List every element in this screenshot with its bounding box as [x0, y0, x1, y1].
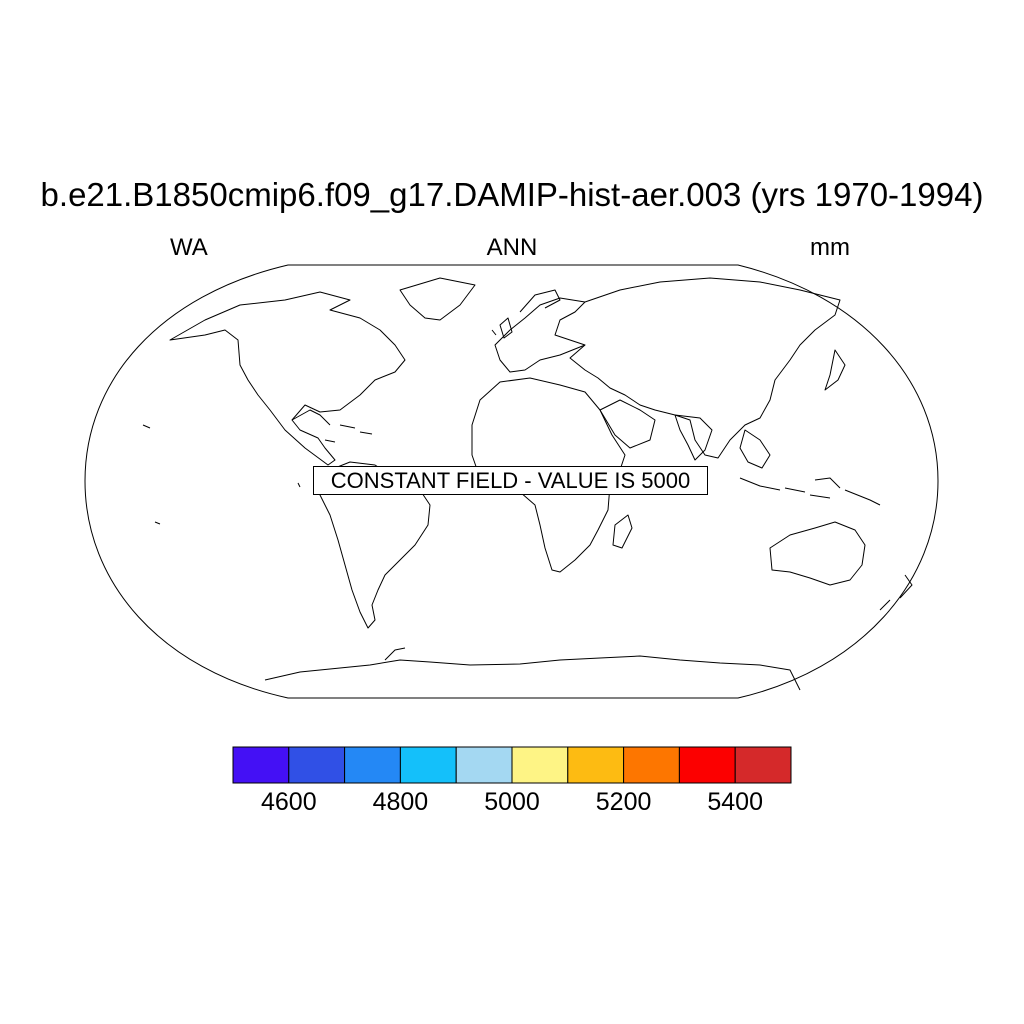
- colorbar-swatch: [734, 746, 792, 784]
- pacific-islands-coastline: [154, 482, 301, 525]
- southeast-asia-coastline: [739, 429, 771, 469]
- variable-label: WA: [170, 234, 208, 261]
- plot-title: b.e21.B1850cmip6.f09_g17.DAMIP-hist-aer.…: [40, 176, 984, 213]
- constant-field-notice: CONSTANT FIELD - VALUE IS 5000: [313, 466, 708, 495]
- colorbar-swatch: [288, 746, 346, 784]
- units-label: mm: [810, 234, 850, 261]
- scandinavia-coastline: [519, 289, 561, 313]
- indonesia-coastline: [739, 477, 881, 506]
- hawaii-coastline: [142, 424, 151, 429]
- antarctica-coastline: [264, 655, 801, 691]
- india-coastline: [674, 414, 713, 461]
- colorbar-tick-label: 5200: [595, 788, 652, 816]
- north-america-coastline: [169, 291, 406, 466]
- caribbean-coastline: [324, 424, 373, 443]
- british-isles-coastline: [491, 317, 513, 339]
- arabian-peninsula-coastline: [599, 399, 656, 449]
- antarctic-peninsula-coastline: [384, 647, 406, 661]
- colorbar-swatch: [344, 746, 401, 784]
- greenland-coastline: [399, 277, 476, 321]
- colorbar-tick-label: 4600: [260, 788, 317, 816]
- colorbar-tick-label: 5000: [484, 788, 540, 816]
- colorbar-swatch: [567, 746, 625, 784]
- colorbar-swatch: [232, 746, 290, 784]
- europe-coastline: [494, 297, 586, 373]
- madagascar-coastline: [612, 514, 633, 549]
- colorbar-swatch: [399, 746, 457, 784]
- colorbar-swatch: [455, 746, 513, 784]
- colorbar-tick-label: 5400: [707, 788, 763, 816]
- new-zealand-coastline: [879, 574, 913, 611]
- season-label: ANN: [486, 234, 538, 261]
- colorbar-swatch: [678, 746, 736, 784]
- colorbar-tick-label: 4800: [372, 788, 429, 816]
- colorbar-swatch: [511, 746, 569, 784]
- australia-coastline: [769, 521, 866, 586]
- colorbar-swatch: [623, 746, 680, 784]
- asia-coastline: [569, 277, 841, 459]
- japan-coastline: [824, 349, 846, 391]
- gulf-of-mexico: [291, 409, 331, 426]
